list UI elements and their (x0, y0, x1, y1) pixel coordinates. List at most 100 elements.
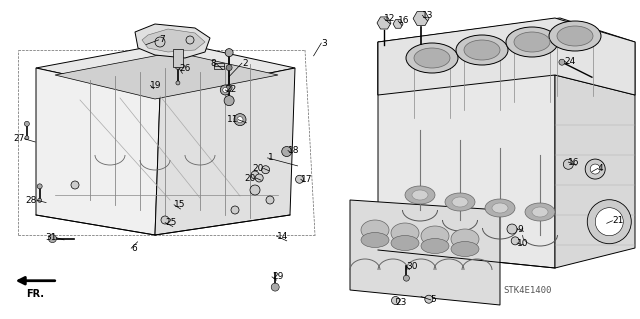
Ellipse shape (391, 235, 419, 250)
Polygon shape (142, 29, 205, 52)
Text: 3: 3 (321, 39, 327, 48)
Text: 24: 24 (564, 57, 576, 66)
Ellipse shape (414, 48, 450, 68)
Circle shape (71, 181, 79, 189)
Text: 16: 16 (398, 16, 410, 25)
Ellipse shape (451, 241, 479, 256)
Circle shape (223, 87, 228, 93)
Ellipse shape (421, 226, 449, 246)
Text: 14: 14 (276, 232, 288, 241)
Ellipse shape (361, 220, 389, 240)
Text: STK4E1400: STK4E1400 (504, 286, 552, 295)
Polygon shape (378, 18, 635, 95)
Circle shape (220, 85, 230, 95)
Circle shape (38, 198, 42, 202)
Circle shape (224, 96, 234, 106)
Ellipse shape (506, 27, 558, 57)
Ellipse shape (525, 203, 555, 221)
Ellipse shape (485, 199, 515, 217)
Polygon shape (155, 68, 295, 235)
Ellipse shape (406, 43, 458, 73)
Circle shape (425, 295, 433, 303)
Circle shape (25, 136, 29, 140)
Ellipse shape (532, 207, 548, 217)
Ellipse shape (391, 223, 419, 243)
Polygon shape (36, 42, 295, 95)
Circle shape (255, 174, 263, 182)
Circle shape (226, 65, 232, 70)
Ellipse shape (452, 197, 468, 207)
Ellipse shape (412, 190, 428, 200)
Text: 26: 26 (179, 64, 191, 73)
Text: 20: 20 (252, 164, 264, 173)
Circle shape (595, 208, 623, 236)
Text: 1: 1 (268, 153, 273, 162)
Ellipse shape (492, 203, 508, 213)
Text: 10: 10 (517, 239, 529, 248)
Polygon shape (413, 11, 429, 26)
Text: 25: 25 (165, 218, 177, 227)
Polygon shape (36, 68, 160, 235)
Text: 17: 17 (301, 175, 312, 184)
Circle shape (559, 59, 565, 65)
Text: 11: 11 (227, 115, 238, 124)
Text: 18: 18 (288, 146, 300, 155)
Circle shape (234, 114, 246, 126)
Ellipse shape (456, 35, 508, 65)
Text: 13: 13 (422, 11, 434, 20)
Circle shape (403, 275, 410, 281)
Polygon shape (350, 200, 500, 305)
Circle shape (161, 216, 169, 224)
Circle shape (392, 296, 399, 305)
Ellipse shape (405, 186, 435, 204)
Text: 31: 31 (45, 233, 56, 242)
Ellipse shape (549, 21, 601, 51)
Text: 16: 16 (568, 158, 580, 167)
Ellipse shape (451, 229, 479, 249)
Text: 19: 19 (150, 81, 162, 90)
Circle shape (24, 121, 29, 126)
Circle shape (225, 48, 233, 57)
Circle shape (237, 117, 243, 122)
Ellipse shape (445, 193, 475, 211)
Text: 8: 8 (211, 59, 216, 68)
Circle shape (226, 85, 232, 91)
Circle shape (155, 37, 165, 47)
Polygon shape (55, 52, 278, 99)
Polygon shape (393, 19, 403, 28)
FancyBboxPatch shape (173, 49, 183, 67)
Circle shape (251, 171, 259, 179)
Text: 20: 20 (244, 174, 256, 182)
Text: 23: 23 (396, 298, 407, 307)
Circle shape (271, 283, 279, 291)
Text: 9: 9 (517, 225, 523, 234)
Circle shape (175, 64, 180, 70)
Circle shape (563, 159, 573, 169)
Text: 29: 29 (272, 272, 284, 281)
Circle shape (250, 185, 260, 195)
Circle shape (176, 81, 180, 85)
Circle shape (49, 234, 56, 243)
Circle shape (585, 159, 605, 179)
Circle shape (507, 224, 517, 234)
Text: 5: 5 (431, 295, 436, 304)
Text: 21: 21 (612, 216, 624, 225)
Text: 30: 30 (406, 262, 418, 271)
Circle shape (511, 237, 519, 245)
Text: 27: 27 (13, 134, 24, 143)
Polygon shape (555, 75, 635, 268)
Circle shape (37, 184, 42, 189)
Circle shape (262, 166, 269, 174)
Circle shape (590, 164, 600, 174)
Circle shape (296, 175, 303, 183)
Ellipse shape (557, 26, 593, 46)
Ellipse shape (421, 239, 449, 254)
Ellipse shape (464, 40, 500, 60)
Polygon shape (135, 24, 210, 58)
Text: 4: 4 (598, 164, 604, 173)
Ellipse shape (514, 32, 550, 52)
Text: 12: 12 (384, 14, 396, 23)
Text: 6: 6 (131, 244, 137, 253)
Polygon shape (378, 18, 635, 95)
Ellipse shape (361, 233, 389, 248)
